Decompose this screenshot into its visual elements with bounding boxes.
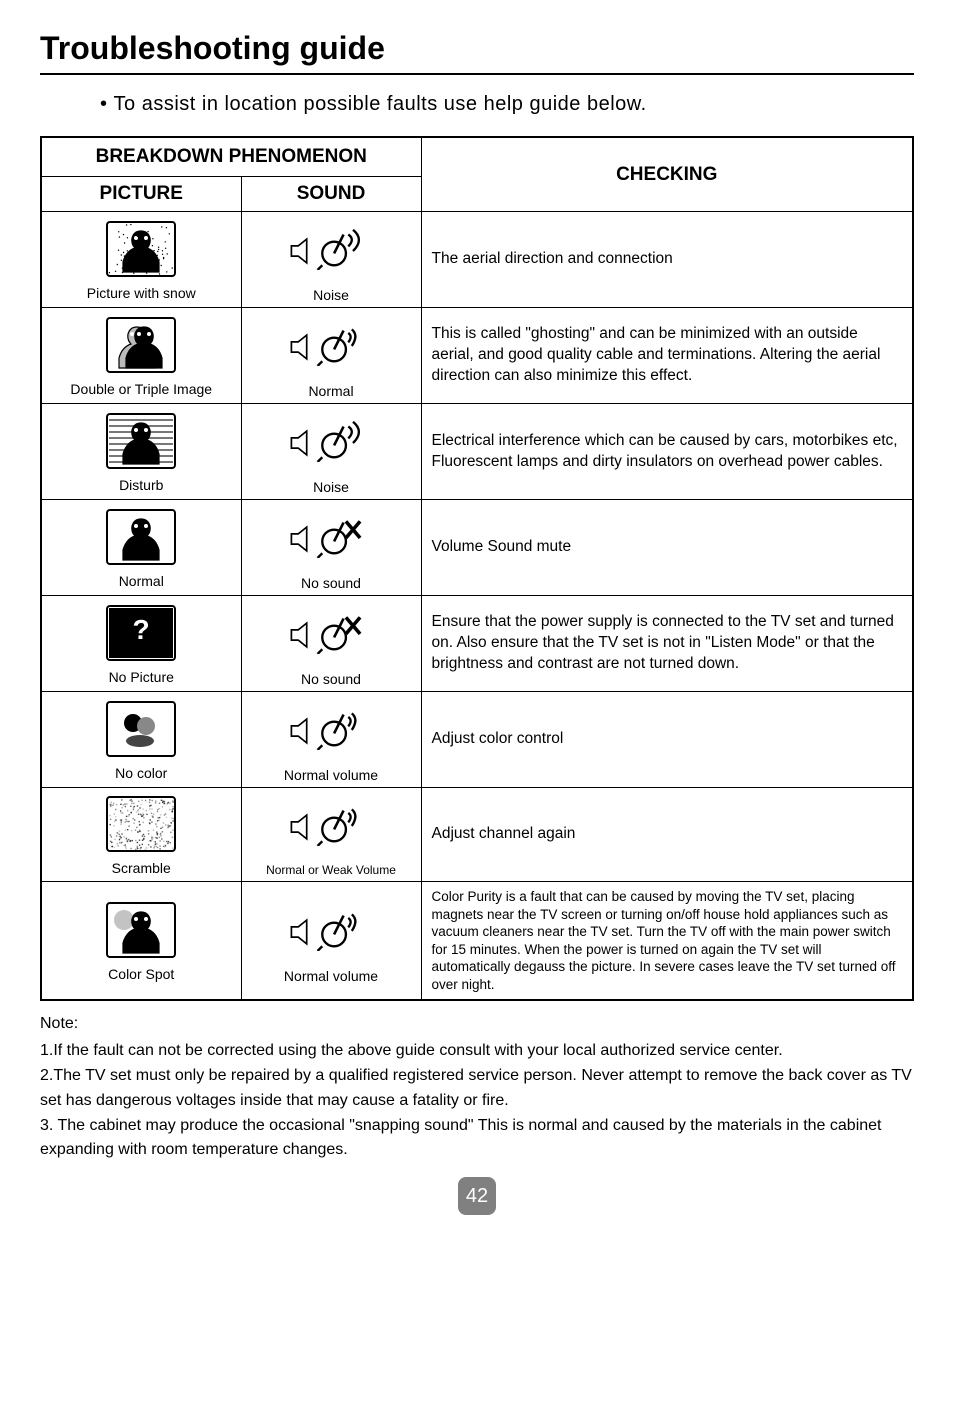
sound-cell: Noise [241,404,421,500]
sound-cell: Normal [241,308,421,404]
sound-cell: Normal volume [241,692,421,788]
picture-icon [46,413,237,475]
sound-cell: Normal or Weak Volume [241,788,421,882]
note-3: 3. The cabinet may produce the occasiona… [40,1114,914,1164]
svg-text:?: ? [133,614,150,645]
picture-icon [46,509,237,571]
table-row: Picture with snow Noise The aerial direc… [41,212,913,308]
sound-label: Normal or Weak Volume [246,863,417,877]
sound-icon [286,267,376,284]
sound-icon [286,459,376,476]
picture-label: Picture with snow [46,285,237,301]
picture-icon [46,317,237,379]
sub-line-text: To assist in location possible faults us… [114,93,647,115]
sound-label: Noise [246,287,417,303]
picture-label: No Picture [46,669,237,685]
sound-label: Noise [246,479,417,495]
picture-label: Normal [46,573,237,589]
picture-label: Color Spot [46,966,237,982]
checking-cell: The aerial direction and connection [421,212,913,308]
picture-label: Double or Triple Image [46,381,237,397]
picture-cell: ? No Picture [41,596,241,692]
sound-icon [286,363,376,380]
page-number-badge: 42 [458,1177,496,1215]
sound-icon [286,747,376,764]
picture-icon [46,902,237,964]
picture-cell: Picture with snow [41,212,241,308]
header-picture: PICTURE [41,177,241,212]
sound-label: Normal [246,383,417,399]
header-sound: SOUND [241,177,421,212]
checking-cell: Adjust channel again [421,788,913,882]
note-2: 2.The TV set must only be repaired by a … [40,1064,914,1114]
picture-cell: Double or Triple Image [41,308,241,404]
header-breakdown: BREAKDOWN PHENOMENON [41,137,421,177]
sound-icon [286,948,376,965]
picture-icon [46,796,237,858]
picture-cell: Disturb [41,404,241,500]
checking-cell: Electrical interference which can be cau… [421,404,913,500]
checking-cell: Color Purity is a fault that can be caus… [421,882,913,1001]
sound-icon [286,843,376,860]
table-row: ? No Picture No sound Ensure that the po… [41,596,913,692]
title-divider [40,73,914,75]
picture-icon [46,701,237,763]
table-row: Normal No sound Volume Sound mute [41,500,913,596]
picture-label: Disturb [46,477,237,493]
picture-icon [46,221,237,283]
table-row: Double or Triple Image Normal This is ca… [41,308,913,404]
page-title: Troubleshooting guide [40,30,914,67]
sound-cell: Noise [241,212,421,308]
picture-label: No color [46,765,237,781]
checking-cell: Volume Sound mute [421,500,913,596]
table-row: Disturb Noise Electrical interference wh… [41,404,913,500]
checking-cell: This is called "ghosting" and can be min… [421,308,913,404]
picture-cell: Color Spot [41,882,241,1001]
sound-cell: Normal volume [241,882,421,1001]
sound-icon [286,555,376,572]
bullet-icon: • [100,93,108,115]
sound-cell: No sound [241,596,421,692]
checking-cell: Adjust color control [421,692,913,788]
checking-cell: Ensure that the power supply is connecte… [421,596,913,692]
sub-line: • To assist in location possible faults u… [100,93,914,116]
sound-cell: No sound [241,500,421,596]
table-row: Color Spot Normal volume Color Purity is… [41,882,913,1001]
picture-cell: Scramble [41,788,241,882]
sound-label: Normal volume [246,767,417,783]
sound-icon [286,651,376,668]
notes-heading: Note: [40,1015,914,1033]
note-1: 1.If the fault can not be corrected usin… [40,1039,914,1064]
picture-cell: No color [41,692,241,788]
table-row: Scramble Normal or Weak Volume Adjust ch… [41,788,913,882]
picture-label: Scramble [46,860,237,876]
picture-icon: ? [46,605,237,667]
sound-label: No sound [246,671,417,687]
sound-label: No sound [246,575,417,591]
troubleshooting-table: BREAKDOWN PHENOMENON CHECKING PICTURE SO… [40,136,914,1001]
picture-cell: Normal [41,500,241,596]
table-row: No color Normal volume Adjust color cont… [41,692,913,788]
sound-label: Normal volume [246,968,417,984]
header-checking: CHECKING [421,137,913,212]
